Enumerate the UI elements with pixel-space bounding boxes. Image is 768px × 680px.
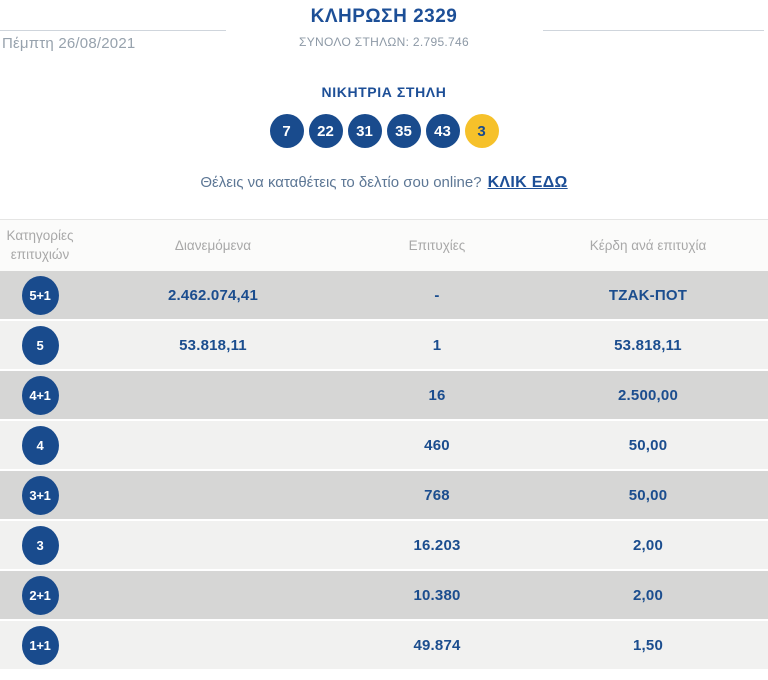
draw-date: Πέμπτη 26/08/2021 — [2, 35, 136, 52]
category-badge: 3 — [21, 525, 59, 565]
page-title: ΚΛΗΡΩΣΗ 2329 — [310, 6, 458, 27]
category-badge: 3+1 — [21, 475, 59, 515]
table-row-4plus1: 4+1 16 2.500,00 — [0, 371, 768, 421]
winning-number-ball-2: 22 — [308, 114, 343, 148]
prize-value: 50,00 — [628, 436, 668, 454]
prize-value: ΤΖΑΚ-ΠΟΤ — [608, 286, 688, 304]
prize-value: 50,00 — [628, 486, 668, 504]
category-badge: 5+1 — [21, 275, 59, 315]
category-badge: 1+1 — [21, 625, 59, 665]
draw-header: ΚΛΗΡΩΣΗ 2329 ΣΥΝΟΛΟ ΣΤΗΛΩΝ: 2.795.746 Πέ… — [0, 0, 768, 60]
prize-value: 53.818,11 — [614, 336, 682, 354]
category-badge: 4 — [21, 425, 59, 465]
winning-column-heading: ΝΙΚΗΤΡΙΑ ΣΤΗΛΗ — [321, 84, 447, 100]
table-row-1plus1: 1+1 49.874 1,50 — [0, 621, 768, 671]
table-row-3plus1: 3+1 768 50,00 — [0, 471, 768, 521]
winning-number-ball-1: 7 — [269, 114, 304, 148]
distributed-value: 2.462.074,41 — [168, 286, 258, 304]
prize-value: 2,00 — [633, 536, 663, 554]
online-ticket-cta: Θέλεις να καταθέτεις το δελτίο σου onlin… — [0, 174, 768, 192]
table-row-3: 3 16.203 2,00 — [0, 521, 768, 571]
winners-value: - — [434, 286, 440, 304]
prize-value: 2,00 — [633, 586, 663, 604]
left-divider — [0, 30, 226, 31]
winning-number-ball-4: 35 — [386, 114, 421, 148]
table-row-5: 5 53.818,11 1 53.818,11 — [0, 321, 768, 371]
column-header-categories: Κατηγορίες επιτυχιών — [6, 228, 74, 262]
column-header-distributed: Διανεμόμενα — [174, 238, 252, 253]
winners-value: 49.874 — [413, 636, 461, 654]
table-row-5plus1: 5+1 2.462.074,41 - ΤΖΑΚ-ΠΟΤ — [0, 271, 768, 321]
winners-value: 1 — [432, 336, 442, 354]
category-badge: 5 — [21, 325, 59, 365]
table-row-2plus1: 2+1 10.380 2,00 — [0, 571, 768, 621]
right-divider — [543, 30, 764, 31]
winners-value: 768 — [424, 486, 450, 504]
category-badge: 4+1 — [21, 375, 59, 415]
winners-value: 16.203 — [413, 536, 461, 554]
cta-question-text: Θέλεις να καταθέτεις το δελτίο σου onlin… — [200, 174, 482, 191]
table-header-row: Κατηγορίες επιτυχιών Διανεμόμενα Επιτυχί… — [0, 220, 768, 271]
column-header-prize-per-win: Κέρδη ανά επιτυχία — [589, 238, 707, 253]
table-row-4: 4 460 50,00 — [0, 421, 768, 471]
joker-number-ball: 3 — [464, 114, 499, 148]
winners-value: 460 — [424, 436, 450, 454]
prize-categories-table: Κατηγορίες επιτυχιών Διανεμόμενα Επιτυχί… — [0, 219, 768, 671]
total-columns-label: ΣΥΝΟΛΟ ΣΤΗΛΩΝ: 2.795.746 — [299, 35, 469, 49]
category-badge: 2+1 — [21, 575, 59, 615]
winners-value: 10.380 — [413, 586, 461, 604]
column-header-winners: Επιτυχίες — [408, 238, 466, 253]
prize-value: 1,50 — [633, 636, 663, 654]
winning-number-ball-5: 43 — [425, 114, 460, 148]
distributed-value: 53.818,11 — [179, 336, 247, 354]
prize-value: 2.500,00 — [618, 386, 678, 404]
winning-number-ball-3: 31 — [347, 114, 382, 148]
click-here-link[interactable]: ΚΛΙΚ ΕΔΩ — [487, 174, 568, 191]
winners-value: 16 — [428, 386, 446, 404]
winning-numbers: 7 22 31 35 43 3 — [0, 114, 768, 148]
